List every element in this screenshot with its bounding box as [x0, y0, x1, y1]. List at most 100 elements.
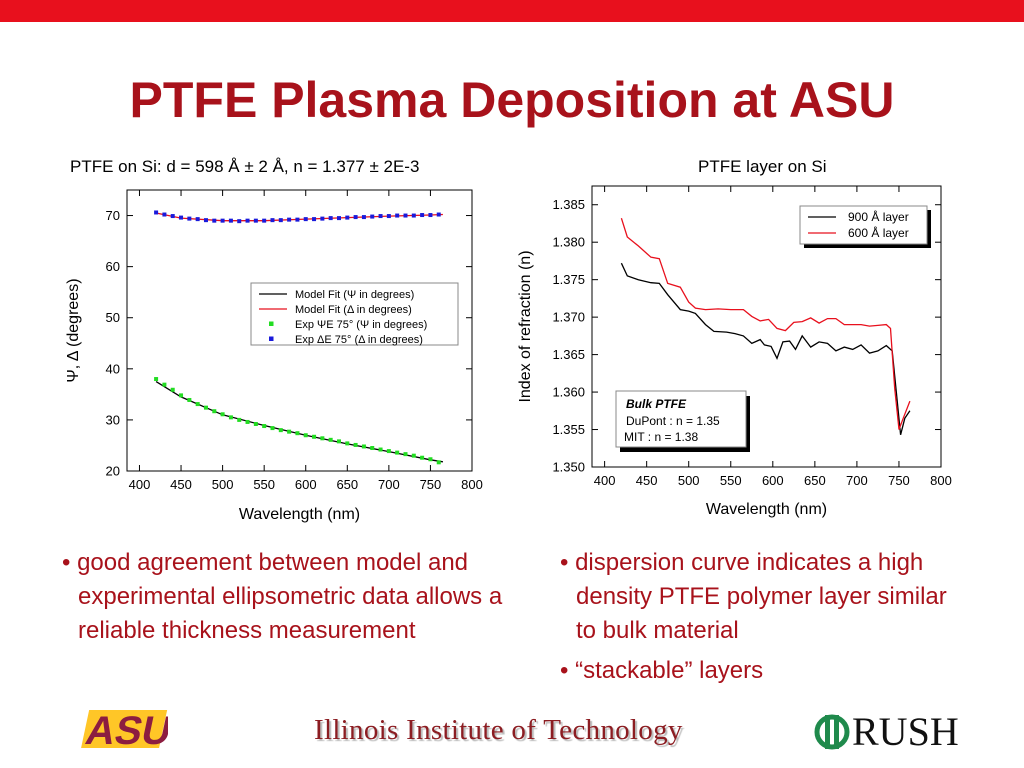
chart1-series-3-point: [262, 218, 267, 223]
chart2-y-axis-label: Index of refraction (n): [517, 250, 534, 402]
chart1-series-3-point: [345, 215, 350, 220]
chart1-series-3-point: [154, 210, 159, 215]
chart1-series-3-point: [428, 213, 433, 218]
chart1-series-2-point: [386, 449, 391, 454]
chart1-series-3-point: [411, 213, 416, 218]
chart2-xtick-label: 800: [930, 473, 952, 488]
chart1-series-3-point: [212, 218, 217, 223]
chart1-series-3-point: [312, 217, 317, 222]
chart1-series-3-point: [170, 214, 175, 219]
chart1-series-2-point: [287, 429, 292, 434]
chart1-series-2-point: [245, 419, 250, 424]
chart1-xtick-label: 750: [420, 477, 442, 492]
chart1-legend-swatch: [269, 321, 274, 326]
chart1-series-3-point: [386, 214, 391, 219]
chart1-ytick-label: 60: [106, 259, 120, 274]
chart1-series-3-point: [179, 215, 184, 220]
chart1-title: PTFE on Si: d = 598 Å ± 2 Å, n = 1.377 ±…: [70, 157, 420, 176]
chart1-series-2-point: [270, 426, 275, 431]
chart2-legend-label: 900 Å layer: [848, 209, 909, 224]
chart1-series-3-point: [278, 218, 283, 223]
chart2-series-0-line: [620, 262, 911, 435]
chart1-series-3-point: [228, 218, 233, 223]
chart1-xtick-label: 550: [253, 477, 275, 492]
chart1-series-3-point: [195, 217, 200, 222]
asu-logo-text: ASU: [82, 707, 168, 752]
bullets-left: good agreement between model and experim…: [58, 546, 508, 654]
chart1-series-3-point: [370, 214, 375, 219]
chart1-series-2-point: [395, 450, 400, 455]
chart1-series-3-point: [336, 216, 341, 221]
chart2-annotation-title: Bulk PTFE: [626, 397, 687, 411]
chart2-xtick-label: 500: [678, 473, 700, 488]
chart1-series-2-point: [303, 433, 308, 438]
chart1-legend-box: [250, 282, 459, 346]
chart1-series-2-point: [237, 417, 242, 422]
chart1-xtick-label: 500: [212, 477, 234, 492]
chart1-xtick-label: 800: [461, 477, 483, 492]
rush-logo-text: RUSH: [852, 709, 959, 754]
slide-title: PTFE Plasma Deposition at ASU: [129, 72, 895, 128]
chart1-legend-label: Model Fit (Ψ in degrees): [295, 289, 414, 301]
chart1-series-2-point: [370, 446, 375, 451]
asu-logo: ASU: [81, 707, 168, 753]
rush-emblem-icon: [814, 714, 850, 750]
chart1-series-2-point: [403, 452, 408, 457]
chart2-xtick-label: 550: [720, 473, 742, 488]
chart1-xtick-label: 450: [170, 477, 192, 492]
chart1-series-2-point: [336, 439, 341, 444]
chart1-series-2-point: [420, 455, 425, 460]
chart1-series-2-point: [312, 434, 317, 439]
chart1-xtick-label: 400: [129, 477, 151, 492]
chart1-series-3-point: [303, 217, 308, 222]
bullet-right-1: dispersion curve indicates a high densit…: [556, 546, 956, 648]
chart1-series-2-point: [212, 409, 217, 414]
chart1-series-3-point: [162, 212, 167, 217]
chart2-ytick-label: 1.370: [552, 310, 585, 325]
chart2-legend-label: 600 Å layer: [848, 225, 909, 240]
chart1-series-3-point: [353, 215, 358, 220]
top-accent-bar: [0, 0, 1024, 22]
chart1-series-3-point: [295, 217, 300, 222]
chart1-series-2-point: [170, 387, 175, 392]
chart2-xtick-label: 650: [804, 473, 826, 488]
chart2-ytick-label: 1.360: [552, 385, 585, 400]
chart2-series-1-line: [620, 218, 911, 430]
chart1-series-2-point: [278, 428, 283, 433]
chart1-legend-label: Exp ΨE 75° (Ψ in degrees): [295, 319, 427, 331]
chart1-series-3-point: [220, 218, 225, 223]
chart1-series-3-point: [203, 218, 208, 223]
iit-logo-text: Illinois Institute of Technology: [314, 714, 683, 746]
chart1-x-axis-label: Wavelength (nm): [239, 506, 360, 523]
chart2-legend-box: [799, 205, 928, 245]
chart1-series-3-point: [436, 212, 441, 217]
chart1-legend-label: Exp ΔE 75° (Δ in degrees): [295, 334, 423, 346]
chart2-annotation-line: DuPont : n = 1.35: [626, 414, 720, 428]
chart1-series-2-point: [228, 415, 233, 420]
chart1-series-2-point: [187, 397, 192, 402]
chart2-title: PTFE layer on Si: [698, 157, 827, 176]
chart1-series-2-point: [162, 382, 167, 387]
chart1-series-2-point: [345, 441, 350, 446]
chart1-series-2-point: [436, 460, 441, 465]
chart2-ytick-label: 1.380: [552, 235, 585, 250]
chart1-series-2-point: [428, 457, 433, 462]
chart1-y-axis-label: Ψ, Δ (degrees): [65, 278, 82, 382]
chart1-plot-frame: [126, 189, 473, 472]
chart1-series-2-point: [411, 453, 416, 458]
chart1-series-2-point: [320, 436, 325, 441]
chart1-ytick-label: 70: [106, 208, 120, 223]
chart2-annotation-box: [615, 390, 747, 448]
bullet-right-2: “stackable” layers: [556, 654, 956, 688]
chart1-legend-swatch: [269, 336, 274, 341]
chart1-xtick-label: 600: [295, 477, 317, 492]
chart1-series-2-point: [179, 393, 184, 398]
chart1-series-3-point: [245, 218, 250, 223]
chart1-series-3-point: [270, 218, 275, 223]
chart1-series-2-point: [253, 421, 258, 426]
chart2-xtick-label: 750: [888, 473, 910, 488]
chart2-ytick-label: 1.375: [552, 272, 585, 287]
chart2-xtick-label: 450: [636, 473, 658, 488]
chart1-series-2-point: [328, 437, 333, 442]
